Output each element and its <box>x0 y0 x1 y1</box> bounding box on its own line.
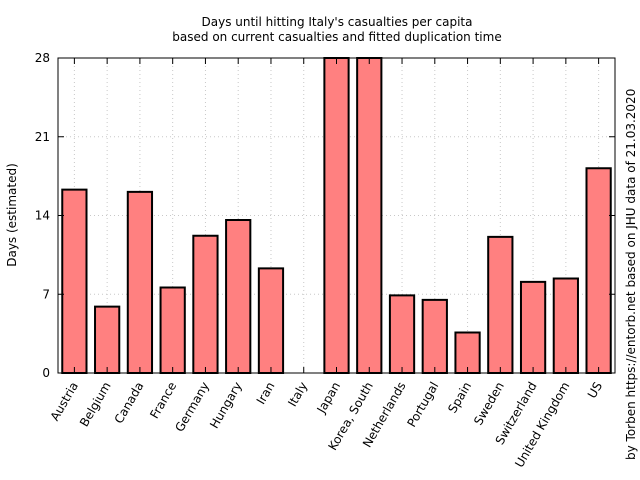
bar <box>323 57 350 374</box>
bar <box>421 298 448 374</box>
attribution-note: by Torben https://entorb.net based on JH… <box>624 89 638 460</box>
bar <box>552 277 579 374</box>
bar <box>454 331 481 374</box>
y-tick-label: 21 <box>35 130 50 144</box>
bar <box>225 219 252 374</box>
y-tick-label: 7 <box>42 287 50 301</box>
x-tick-label: US <box>585 380 605 401</box>
chart-title-line-1: Days until hitting Italy's casualties pe… <box>202 15 473 29</box>
bars-group <box>61 57 612 374</box>
chart-title-line-2: based on current casualties and fitted d… <box>172 30 501 44</box>
y-axis-label: Days (estimated) <box>5 163 19 267</box>
bar <box>159 286 186 374</box>
x-tick-label: Austria <box>48 380 81 424</box>
x-tick-label: France <box>147 380 179 422</box>
x-tick-label: Hungary <box>207 380 245 431</box>
bar <box>94 305 121 374</box>
y-tick-label: 14 <box>35 209 50 223</box>
x-tick-label: Belgium <box>77 380 114 430</box>
x-tick-label: Iran <box>254 380 278 407</box>
bar <box>585 167 612 374</box>
y-tick-label: 28 <box>35 51 50 65</box>
x-tick-label: Italy <box>285 380 310 410</box>
x-tick-label: Sweden <box>471 380 507 428</box>
bar <box>487 235 514 374</box>
bar <box>126 190 154 374</box>
bar <box>61 188 88 374</box>
x-tick-label: Portugal <box>404 380 441 430</box>
bar <box>257 267 285 374</box>
x-tick-label: Japan <box>314 380 343 417</box>
y-axis-ticks: 0 7 14 21 28 <box>35 51 615 380</box>
bar <box>356 57 383 374</box>
x-tick-label: Canada <box>112 380 147 427</box>
bar <box>388 294 416 374</box>
x-tick-label: Spain <box>445 380 474 416</box>
bar <box>519 280 547 374</box>
y-tick-label: 0 <box>42 366 50 380</box>
bar <box>192 234 219 374</box>
